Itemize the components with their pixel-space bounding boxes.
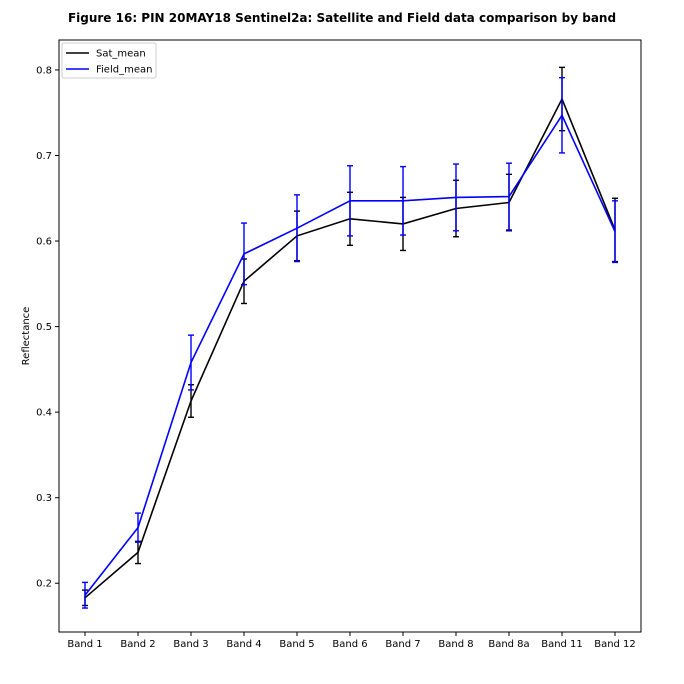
x-tick-label: Band 7 — [385, 639, 420, 650]
legend: Sat_mean Field_mean — [61, 42, 157, 79]
legend-label: Field_mean — [96, 65, 152, 76]
x-tick-label: Band 5 — [279, 639, 314, 650]
y-tick-label: 0.4 — [36, 408, 52, 419]
y-tick-label: 0.6 — [36, 237, 52, 248]
x-tick-label: Band 6 — [332, 639, 367, 650]
x-tick-label: Band 8 — [438, 639, 473, 650]
x-tick-label: Band 11 — [541, 639, 583, 650]
y-axis-label: Reflectance — [21, 307, 32, 366]
x-tick-label: Band 8a — [488, 639, 529, 650]
y-tick-label: 0.8 — [36, 65, 52, 76]
error-bar — [612, 200, 618, 264]
x-tick-label: Band 2 — [120, 639, 155, 650]
y-tick-label: 0.7 — [36, 151, 52, 162]
plot-marks — [82, 66, 618, 609]
x-axis-ticks: Band 1 Band 2 Band 3 Band 4 Band 5 Band 6 Band… — [67, 632, 636, 650]
y-tick-label: 0.3 — [36, 493, 52, 504]
legend-label: Sat_mean — [96, 49, 146, 60]
y-tick-label: 0.2 — [36, 579, 52, 590]
y-tick-label: 0.5 — [36, 322, 52, 333]
y-axis-ticks: 0.2 0.3 0.4 0.5 0.6 0.7 0.8 — [36, 65, 59, 590]
x-tick-label: Band 4 — [226, 639, 261, 650]
chart-title: Figure 16: PIN 20MAY18 Sentinel2a: Satel… — [67, 11, 617, 25]
series-line — [84, 113, 616, 596]
error-bar — [82, 581, 88, 609]
x-tick-label: Band 12 — [594, 639, 636, 650]
x-tick-label: Band 3 — [173, 639, 208, 650]
series-field-mean — [82, 76, 618, 609]
x-tick-label: Band 1 — [67, 639, 102, 650]
series-sat-mean — [82, 66, 618, 607]
